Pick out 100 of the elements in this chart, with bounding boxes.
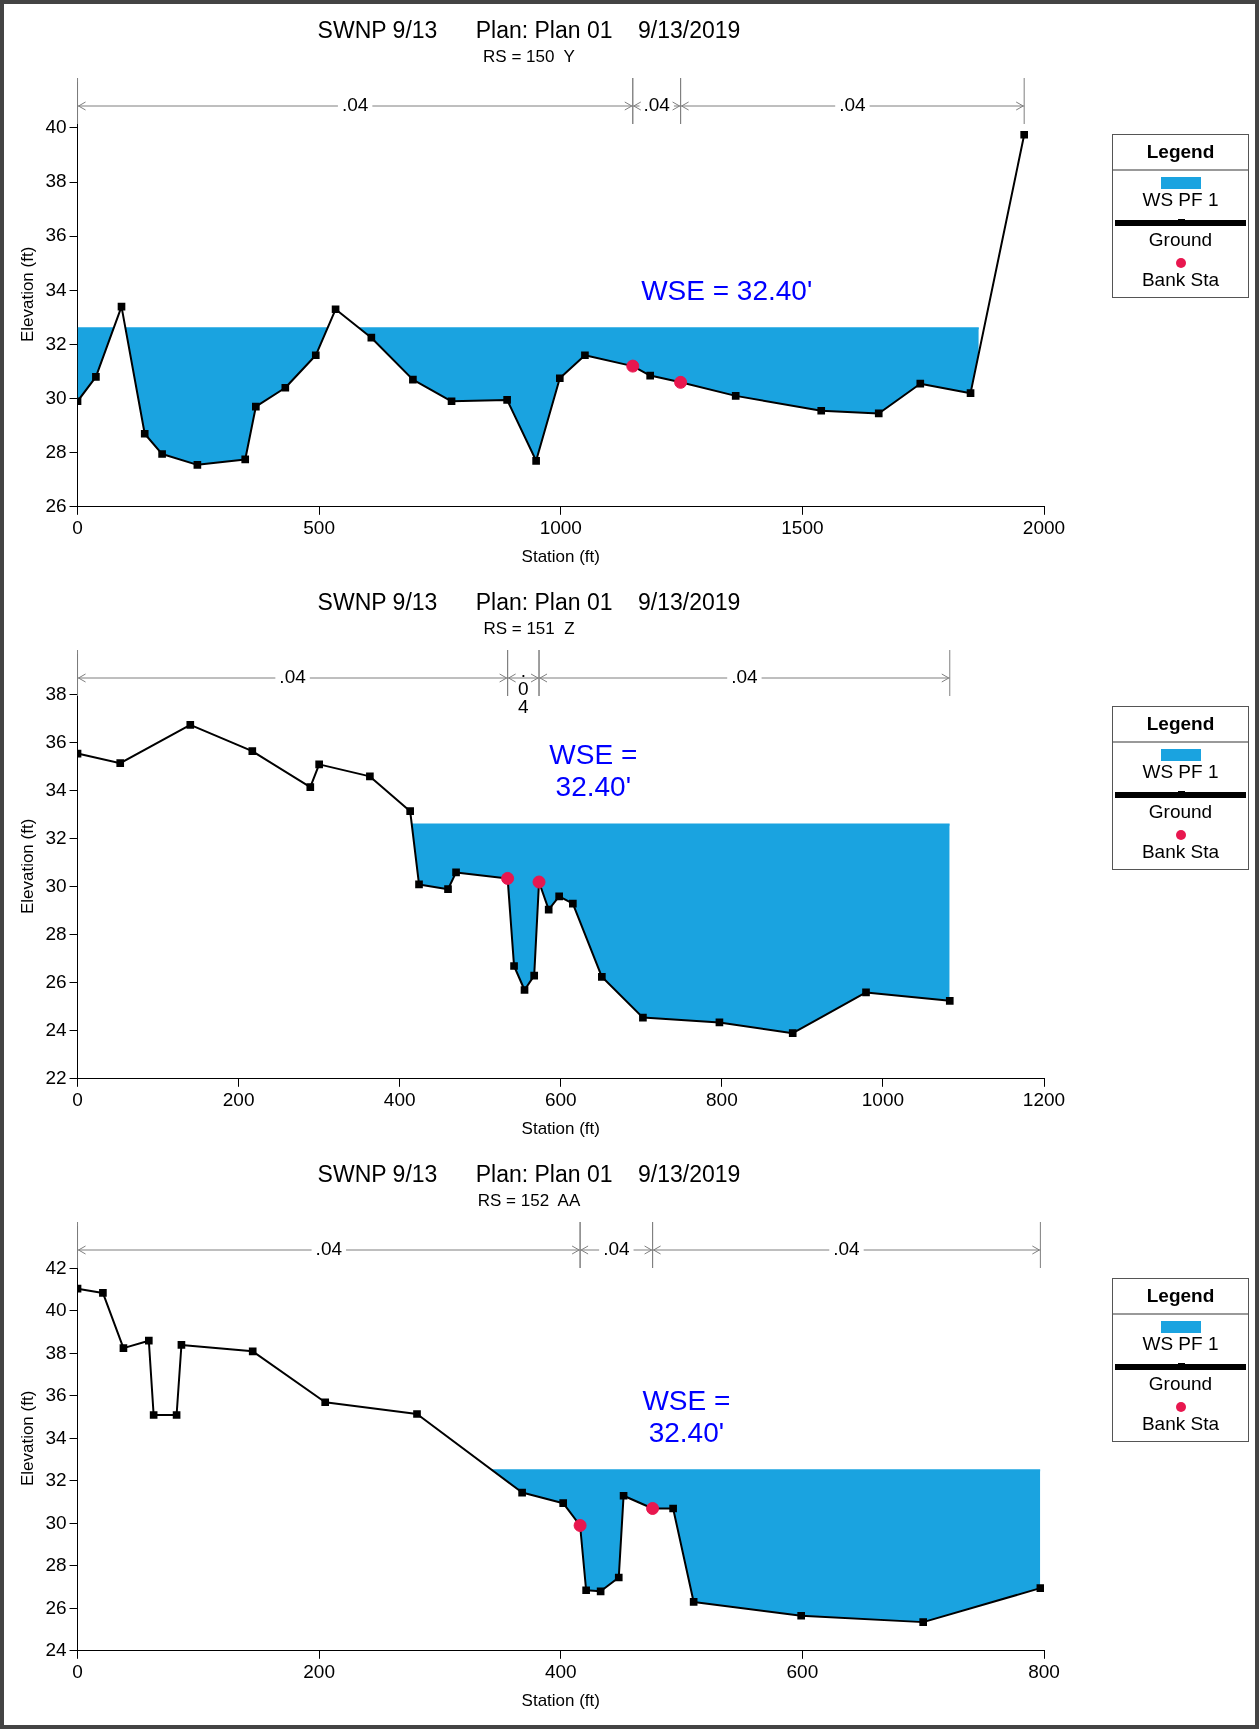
annotation: .04 (341, 94, 369, 116)
point (186, 720, 195, 729)
x-tick-label: 1000 (539, 517, 582, 539)
y-tick-label: 26 (45, 495, 67, 517)
point (281, 383, 290, 392)
x-tick-label: 0 (72, 517, 83, 539)
point (582, 1586, 590, 1595)
point (669, 1504, 677, 1513)
annotation: WSE = 32.40' (641, 274, 813, 306)
point (119, 1344, 128, 1352)
point (731, 392, 740, 400)
x-tick-label: 2000 (1022, 517, 1066, 539)
chart-title: SWNP 9/13 Plan: Plan 01 9/13/2019 (317, 1161, 741, 1188)
legend-label: Ground (1147, 229, 1214, 251)
x-tick-label: 800 (1028, 1661, 1060, 1683)
point (315, 760, 323, 769)
y-tick-label: 28 (45, 923, 67, 945)
annotation: .04 (603, 1238, 630, 1260)
point (367, 333, 376, 342)
x-tick-label: 400 (383, 1089, 416, 1111)
y-tick-label: 26 (45, 1596, 67, 1618)
annotation: .04 (315, 1238, 343, 1260)
point (92, 373, 100, 381)
legend-title: Legend (1113, 135, 1248, 171)
point (555, 892, 563, 901)
chart-subtitle: RS = 152 AA (477, 1191, 581, 1211)
point (144, 1336, 153, 1345)
legend-label: Ground (1147, 801, 1214, 823)
y-tick-label: 30 (45, 875, 67, 897)
legend-label: WS PF 1 (1141, 761, 1220, 783)
y-tick-label: 22 (45, 1067, 67, 1089)
y-tick-label: 38 (45, 170, 67, 192)
point (140, 429, 149, 438)
chart-title: SWNP 9/13 Plan: Plan 01 9/13/2019 (317, 589, 741, 616)
x-tick-label: 200 (303, 1661, 335, 1683)
point (520, 986, 529, 994)
y-tick-label: 30 (45, 1511, 67, 1533)
x-tick-label: 500 (303, 517, 335, 539)
point (788, 1029, 797, 1038)
annotation: .04 (643, 94, 671, 116)
point (306, 783, 315, 792)
y-tick-label: 38 (45, 683, 67, 705)
annotation: .04 (731, 666, 759, 688)
y-tick-label: 36 (45, 1384, 67, 1406)
point (581, 351, 589, 360)
point (252, 402, 260, 411)
point (409, 375, 417, 384)
x-axis-title: Station (ft) (521, 547, 600, 567)
point (569, 899, 577, 908)
point (447, 397, 456, 406)
point (916, 379, 925, 388)
y-tick-label: 26 (45, 971, 67, 993)
point (321, 1398, 330, 1407)
point (689, 1598, 698, 1606)
legend-label: WS PF 1 (1141, 1333, 1220, 1355)
annotation: .04 (518, 660, 530, 718)
legend-title: Legend (1113, 1279, 1248, 1315)
point (510, 962, 518, 970)
x-tick-label: 1000 (861, 1089, 905, 1111)
point (646, 371, 654, 380)
y-tick-label: 40 (45, 1299, 67, 1321)
point (619, 1491, 628, 1500)
y-tick-label: 32 (45, 332, 67, 354)
point (331, 305, 340, 314)
point (614, 1573, 623, 1582)
x-tick-label: 1500 (781, 517, 824, 539)
x-tick-label: 800 (705, 1089, 738, 1111)
legend-label: WS PF 1 (1141, 189, 1220, 211)
point (406, 807, 414, 816)
point (413, 1410, 421, 1418)
point (116, 759, 125, 768)
x-tick-label: 200 (222, 1089, 255, 1111)
y-tick-label: 24 (45, 1639, 67, 1661)
annotation: WSE = 32.40' (549, 739, 638, 803)
x-tick-label: 600 (544, 1089, 577, 1111)
point (532, 456, 540, 465)
x-tick-label: 400 (544, 1661, 577, 1683)
y-tick-label: 28 (45, 440, 67, 462)
y-tick-label: 34 (45, 1426, 67, 1448)
point (555, 374, 564, 383)
y-tick-label: 40 (45, 116, 67, 138)
x-axis-title: Station (ft) (521, 1691, 600, 1711)
point (518, 1488, 526, 1497)
y-axis-title: Elevation (ft) (17, 818, 37, 915)
chart-title: SWNP 9/13 Plan: Plan 01 9/13/2019 (317, 17, 741, 44)
y-tick-label: 24 (45, 1019, 67, 1041)
x-axis-title: Station (ft) (521, 1119, 600, 1139)
point (452, 868, 460, 877)
point (99, 1289, 107, 1297)
legend-title: Legend (1113, 707, 1248, 743)
point (966, 389, 975, 397)
y-tick-label: 32 (45, 827, 67, 849)
point (1020, 130, 1029, 139)
point (598, 972, 606, 981)
y-tick-label: 42 (45, 1256, 67, 1278)
point (415, 880, 423, 889)
y-tick-label: 30 (45, 386, 67, 408)
x-tick-label: 1200 (1022, 1089, 1066, 1111)
point (817, 406, 826, 415)
point (639, 1013, 647, 1022)
